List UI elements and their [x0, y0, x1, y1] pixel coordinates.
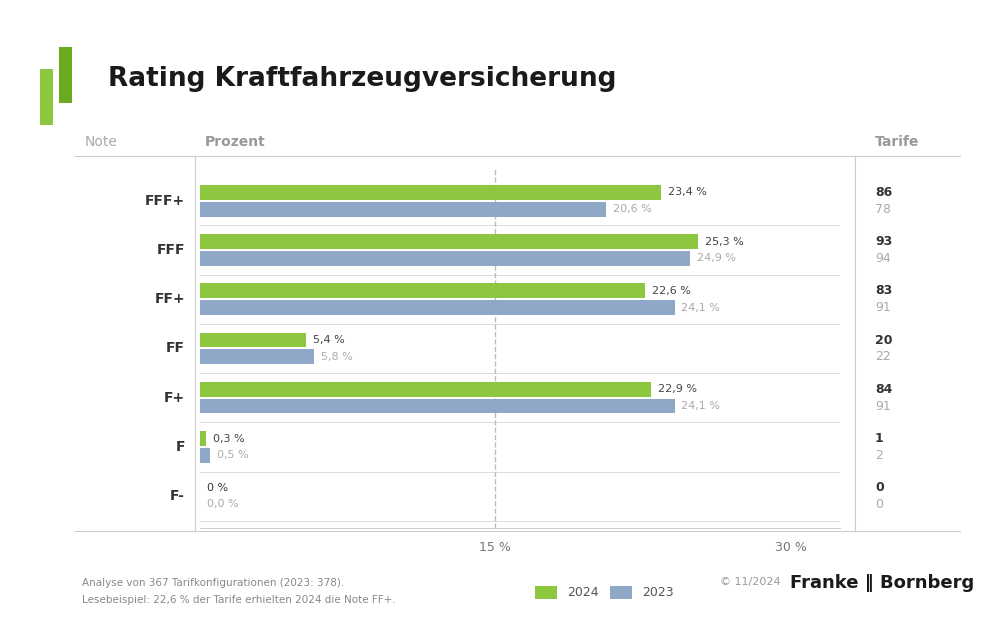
Text: Note: Note — [85, 135, 118, 149]
Text: 0,3 %: 0,3 % — [213, 434, 244, 444]
Text: 23,4 %: 23,4 % — [668, 188, 707, 198]
Text: 0: 0 — [875, 481, 884, 494]
Text: 24,9 %: 24,9 % — [697, 253, 736, 263]
Bar — [200, 332, 306, 348]
Text: 5,8 %: 5,8 % — [321, 352, 353, 362]
Text: F+: F+ — [164, 391, 185, 404]
Bar — [200, 431, 206, 446]
Bar — [200, 399, 675, 413]
Text: 0 %: 0 % — [207, 482, 228, 492]
Text: F: F — [176, 440, 185, 454]
Text: 22,6 %: 22,6 % — [652, 286, 691, 296]
Text: Tarife: Tarife — [875, 135, 919, 149]
Text: FFF+: FFF+ — [145, 194, 185, 208]
Text: © 11/2024: © 11/2024 — [720, 578, 781, 587]
Text: 2: 2 — [875, 449, 883, 462]
Bar — [200, 202, 606, 216]
Text: 20: 20 — [875, 334, 893, 347]
Text: 5,4 %: 5,4 % — [313, 335, 345, 345]
Text: 2024: 2024 — [567, 586, 599, 599]
Text: 2023: 2023 — [642, 586, 674, 599]
Bar — [200, 349, 314, 364]
Text: 94: 94 — [875, 252, 891, 265]
Text: 24,1 %: 24,1 % — [681, 401, 720, 411]
Text: 24,1 %: 24,1 % — [681, 302, 720, 312]
Text: Rating Kraftfahrzeugversicherung: Rating Kraftfahrzeugversicherung — [108, 66, 616, 92]
Text: 22,9 %: 22,9 % — [658, 384, 697, 394]
Text: 20,6 %: 20,6 % — [613, 204, 651, 214]
Text: Lesebeispiel: 22,6 % der Tarife erhielten 2024 die Note FF+.: Lesebeispiel: 22,6 % der Tarife erhielte… — [82, 595, 396, 605]
Text: 1: 1 — [875, 432, 884, 445]
Text: 93: 93 — [875, 235, 892, 248]
Text: FF: FF — [166, 341, 185, 356]
Text: Franke ‖ Bornberg: Franke ‖ Bornberg — [790, 574, 974, 591]
Text: 84: 84 — [875, 382, 892, 396]
Text: Prozent: Prozent — [205, 135, 266, 149]
Text: 91: 91 — [875, 399, 891, 412]
Text: FFF: FFF — [156, 243, 185, 257]
Text: 25,3 %: 25,3 % — [705, 237, 744, 247]
Text: 83: 83 — [875, 284, 892, 298]
Bar — [200, 185, 661, 200]
Text: 0,5 %: 0,5 % — [217, 450, 248, 460]
Bar — [200, 448, 210, 462]
Bar — [200, 300, 675, 315]
Text: 22: 22 — [875, 350, 891, 363]
Text: F-: F- — [170, 489, 185, 503]
Bar — [200, 284, 645, 298]
Bar — [200, 382, 651, 397]
Text: 86: 86 — [875, 186, 892, 199]
Bar — [200, 251, 690, 266]
Text: 0,0 %: 0,0 % — [207, 499, 239, 509]
Text: FF+: FF+ — [154, 292, 185, 306]
Text: 91: 91 — [875, 301, 891, 314]
Text: Analyse von 367 Tarifkonfigurationen (2023: 378).: Analyse von 367 Tarifkonfigurationen (20… — [82, 578, 344, 587]
Text: 0: 0 — [875, 498, 883, 511]
Bar — [200, 234, 698, 249]
Text: 78: 78 — [875, 202, 891, 216]
